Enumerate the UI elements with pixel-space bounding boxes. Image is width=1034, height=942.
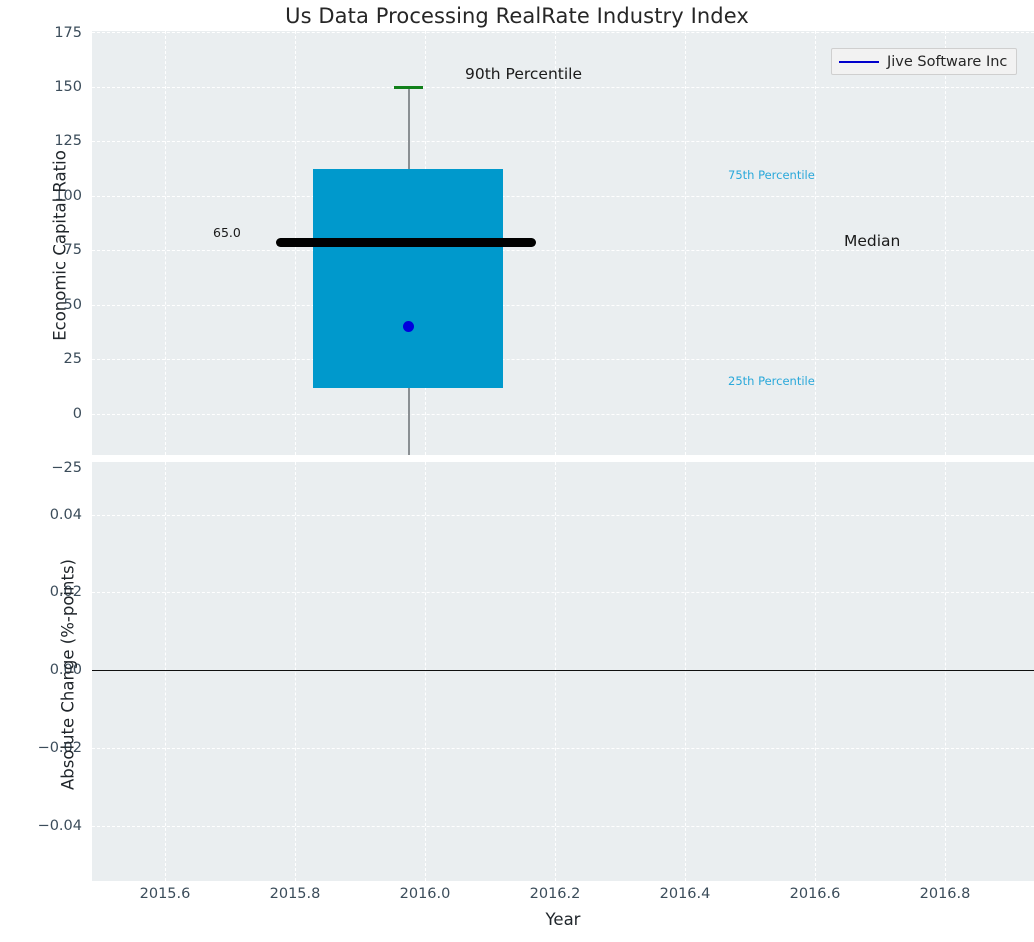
x-axis-label: Year (545, 910, 581, 929)
gridline-h (92, 748, 1034, 749)
gridline-v (685, 31, 686, 455)
xtick-label: 2016.2 (529, 886, 581, 902)
company-data-point[interactable] (403, 321, 414, 332)
annotation-90th-percentile: 90th Percentile (465, 65, 583, 83)
chart-title: Us Data Processing RealRate Industry Ind… (285, 4, 749, 28)
gridline-v (945, 462, 946, 881)
gridline-h (92, 87, 1034, 88)
ytick-label-top: 125 (54, 133, 82, 149)
gridline-h (92, 196, 1034, 197)
interquartile-box (313, 169, 503, 388)
ytick-label-bottom: 0.02 (49, 584, 82, 600)
bottom-panel-y-axis-label: Absolute Change (%-points) (58, 559, 78, 790)
gridline-h (92, 141, 1034, 142)
gridline-v (555, 462, 556, 881)
xtick-label: 2015.8 (269, 886, 321, 902)
xtick-label: 2016.8 (919, 886, 971, 902)
gridline-h (92, 305, 1034, 306)
xtick-label: 2016.0 (399, 886, 451, 902)
annotation-75th-percentile: 75th Percentile (728, 168, 815, 182)
gridline-h (92, 515, 1034, 516)
ytick-label-top: 25 (63, 351, 82, 367)
legend-line-swatch (839, 60, 879, 63)
gridline-v (165, 31, 166, 455)
gridline-h (92, 32, 1034, 33)
ytick-label-top: 50 (63, 297, 82, 313)
gridline-v (945, 31, 946, 455)
ytick-label-bottom: −0.02 (37, 740, 82, 756)
gridline-v (425, 462, 426, 881)
annotation-median-value: 65.0 (213, 225, 241, 240)
gridline-h (92, 414, 1034, 415)
ytick-label-bottom: 0.00 (49, 662, 82, 678)
bottom-panel-gridlines (92, 462, 1034, 881)
whisker-cap-p90 (394, 86, 423, 90)
gridline-v (555, 31, 556, 455)
ytick-label-top: −25 (51, 460, 82, 476)
xtick-label: 2016.4 (659, 886, 711, 902)
ytick-label-bottom: 0.04 (49, 507, 82, 523)
gridline-h (92, 250, 1034, 251)
legend-item-label: Jive Software Inc (887, 53, 1008, 70)
top-panel-y-axis-label: Economic Capital Ratio (50, 150, 70, 341)
ytick-label-top: 100 (54, 188, 82, 204)
xtick-label: 2015.6 (139, 886, 191, 902)
chart-legend[interactable]: Jive Software Inc (831, 48, 1018, 75)
gridline-h (92, 592, 1034, 593)
ytick-label-top: 75 (63, 242, 82, 258)
gridline-v (295, 462, 296, 881)
gridline-h (92, 359, 1034, 360)
ytick-label-bottom: −0.04 (37, 818, 82, 834)
bottom-panel-plot-area (92, 462, 1034, 881)
gridline-v (815, 31, 816, 455)
xtick-label: 2016.6 (789, 886, 841, 902)
gridline-v (815, 462, 816, 881)
gridline-v (165, 462, 166, 881)
zero-reference-line (92, 670, 1034, 671)
annotation-median: Median (844, 232, 901, 250)
ytick-label-top: 150 (54, 79, 82, 95)
ytick-label-top: 0 (72, 406, 82, 422)
gridline-h (92, 826, 1034, 827)
ytick-label-top: 175 (54, 25, 82, 41)
top-panel-plot-area: 90th Percentile Median 65.0 75th Percent… (92, 31, 1034, 469)
annotation-25th-percentile: 25th Percentile (728, 374, 815, 388)
median-line (276, 238, 536, 247)
gridline-v (685, 462, 686, 881)
